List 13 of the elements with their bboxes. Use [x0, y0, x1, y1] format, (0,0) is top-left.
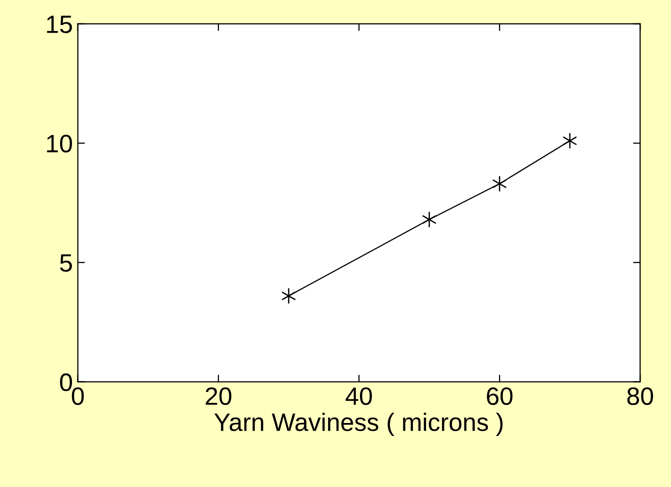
- x-tick-label: 0: [72, 387, 84, 406]
- x-tick-label: 40: [346, 387, 372, 406]
- x-tick-label: 60: [486, 387, 512, 406]
- y-tick-label: 10: [47, 134, 72, 152]
- point: [281, 288, 296, 304]
- x-tick-label: 80: [627, 387, 654, 406]
- x-axis-title: Yarn Waviness ( microns ): [214, 412, 503, 436]
- point: [422, 211, 437, 228]
- x-tick-label: 20: [206, 387, 232, 406]
- y-tick-label: 15: [47, 16, 72, 34]
- y-tick-label: 5: [60, 254, 72, 272]
- y-tick-label: 0: [60, 373, 72, 392]
- point: [562, 132, 578, 150]
